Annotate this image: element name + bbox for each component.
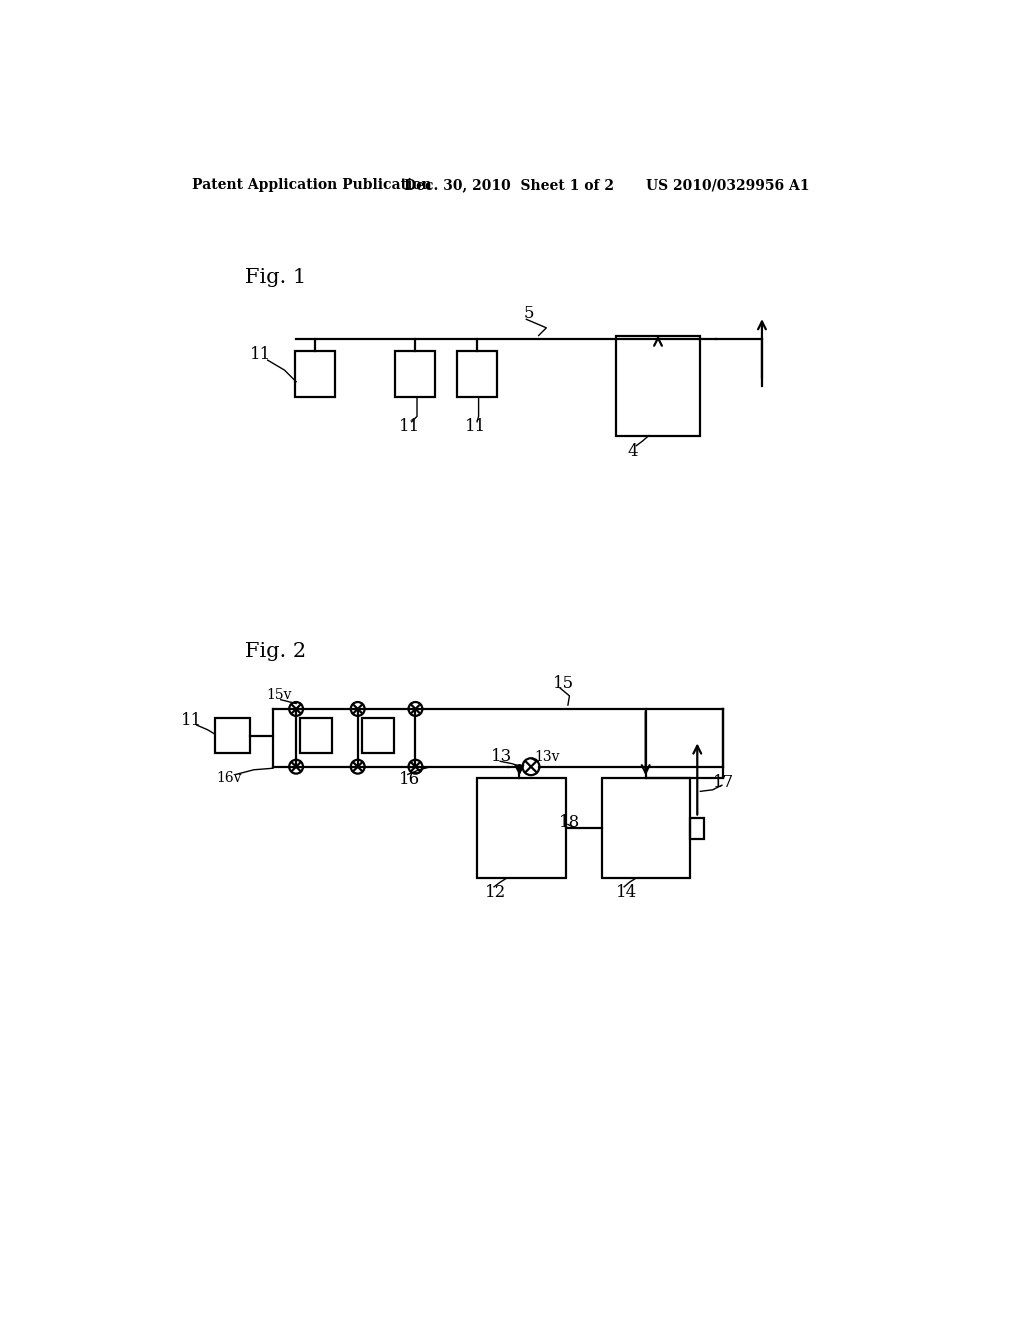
Bar [602,779,690,878]
Bar [300,718,333,752]
Bar [457,351,497,397]
Text: 14: 14 [615,883,637,900]
Text: 13v: 13v [535,750,559,764]
Bar [295,351,336,397]
Text: 16v: 16v [217,771,243,785]
Text: Dec. 30, 2010  Sheet 1 of 2: Dec. 30, 2010 Sheet 1 of 2 [403,178,614,193]
Text: Fig. 2: Fig. 2 [245,642,305,661]
Bar [477,779,565,878]
Bar [395,351,435,397]
Text: 15v: 15v [266,688,292,702]
Text: 18: 18 [559,813,580,830]
Bar [615,335,700,436]
Text: 17: 17 [713,774,734,791]
Text: 5: 5 [523,305,534,322]
Bar [215,718,250,752]
Text: 11: 11 [398,418,420,434]
Text: US 2010/0329956 A1: US 2010/0329956 A1 [646,178,810,193]
Text: 11: 11 [250,346,271,363]
Text: 11: 11 [465,418,486,434]
Text: Patent Application Publication: Patent Application Publication [193,178,432,193]
Text: 13: 13 [490,748,512,766]
Text: 16: 16 [398,771,420,788]
Text: 4: 4 [628,442,638,459]
Bar [361,718,394,752]
Text: 12: 12 [484,883,506,900]
Text: 15: 15 [553,675,573,692]
Bar [690,817,705,840]
Text: Fig. 1: Fig. 1 [245,268,306,288]
Text: 11: 11 [180,711,202,729]
